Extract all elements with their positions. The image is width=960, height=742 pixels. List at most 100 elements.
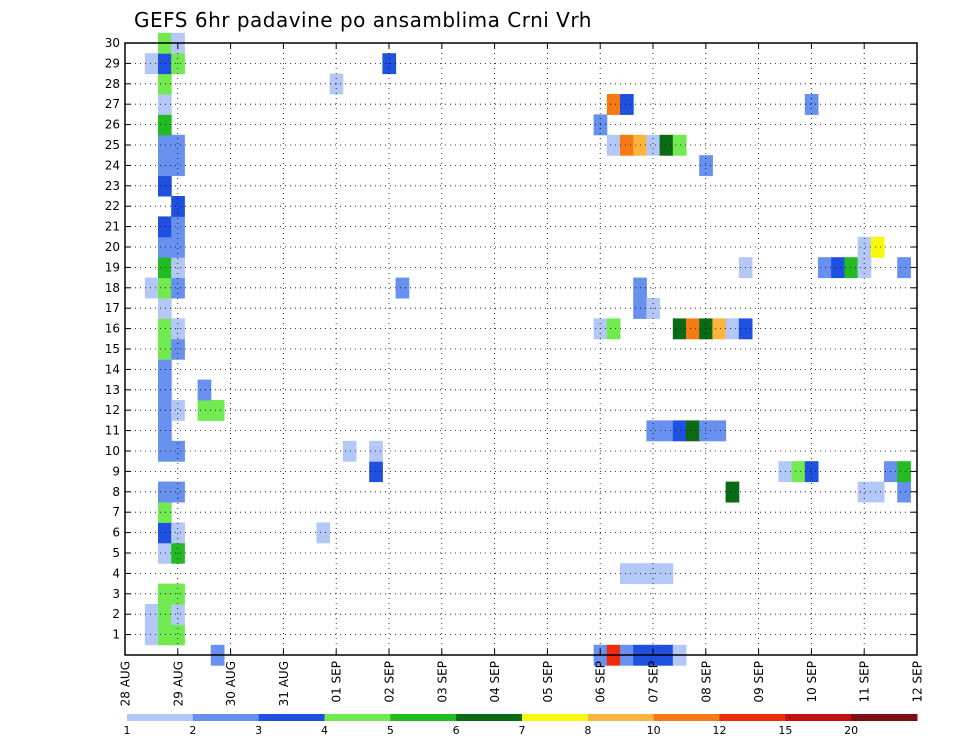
x-tick-label: 01 SEP: [330, 661, 344, 703]
x-tick-label: 02 SEP: [383, 661, 397, 703]
heatmap-cell: [158, 502, 172, 523]
x-tick-label: 08 SEP: [699, 661, 713, 703]
heatmap-cell: [171, 338, 185, 360]
heatmap-cell: [672, 134, 687, 156]
heatmap-cell: [158, 175, 172, 197]
y-tick-label: 3: [112, 587, 120, 601]
y-tick-label: 25: [105, 138, 120, 152]
x-tick-label: 03 SEP: [435, 661, 449, 703]
colorbar-swatch: [522, 714, 589, 721]
heatmap-cell: [659, 134, 674, 156]
heatmap-cell: [369, 440, 383, 462]
x-tick-label: 11 SEP: [858, 661, 872, 703]
heatmap-cell: [158, 73, 172, 95]
y-tick-label: 5: [112, 546, 120, 560]
heatmap-cell: [844, 257, 859, 279]
heatmap-cell: [791, 461, 806, 483]
x-tick-label: 07 SEP: [647, 661, 661, 703]
y-tick-label: 26: [105, 118, 120, 132]
heatmap-cell: [158, 298, 172, 319]
heatmap-cell: [158, 481, 172, 503]
chart-title: GEFS 6hr padavine po ansamblima Crni Vrh: [134, 8, 592, 32]
heatmap-cell: [329, 73, 344, 95]
y-tick-label: 1: [112, 628, 120, 642]
y-tick-label: 17: [105, 301, 120, 315]
colorbar-swatch: [653, 714, 720, 721]
heatmap-cell: [699, 420, 713, 442]
colorbar: 1 2 3 4 5 6 7 8 10 12 15 20: [124, 714, 918, 737]
colorbar-swatch: [851, 714, 918, 721]
heatmap-cell: [171, 481, 185, 503]
y-tick-label: 8: [112, 485, 120, 499]
heatmap-cell: [144, 604, 159, 625]
heatmap-cell: [897, 257, 911, 279]
heatmap-cell: [620, 134, 634, 156]
heatmap-cell: [620, 94, 634, 115]
heatmap-cell: [646, 134, 661, 156]
y-tick-label: 19: [105, 260, 120, 274]
colorbar-label: 5: [387, 724, 394, 737]
heatmap-cell: [158, 400, 172, 421]
heatmap-cell: [725, 481, 740, 503]
heatmap-cell: [158, 542, 172, 564]
heatmap-cell: [659, 420, 674, 442]
heatmap-cell: [672, 318, 687, 340]
colorbar-swatch: [719, 714, 786, 721]
heatmap-cell: [712, 420, 727, 442]
heatmap-cell: [171, 522, 185, 544]
colorbar-swatch: [587, 714, 655, 721]
heatmap-cell: [659, 563, 674, 585]
x-axis: 28 AUG 29 AUG 30 AUG 31 AUG 01 SEP 02 SEP 03 S…: [119, 43, 925, 706]
heatmap-cell: [171, 257, 185, 279]
heatmap-cell: [197, 379, 212, 401]
y-tick-label: 13: [105, 383, 120, 397]
heatmap-cell: [369, 461, 383, 483]
colorbar-label: 6: [453, 724, 460, 737]
heatmap-cell: [897, 461, 911, 483]
heatmap-cell: [831, 257, 845, 279]
heatmap-cell: [606, 94, 621, 115]
heatmap-cell: [804, 94, 819, 115]
colorbar-label: 4: [321, 724, 328, 737]
heatmap-cell: [171, 440, 185, 462]
heatmap-cell: [395, 277, 410, 299]
y-tick-label: 7: [112, 505, 120, 519]
x-tick-label: 30 AUG: [224, 661, 238, 706]
heatmap-cell: [606, 134, 621, 156]
heatmap-cell: [158, 114, 172, 136]
x-tick-label: 05 SEP: [541, 661, 555, 703]
heatmap-cell: [158, 624, 172, 646]
heatmap-cell: [606, 318, 621, 340]
y-tick-label: 12: [105, 403, 120, 417]
y-tick-label: 11: [105, 424, 120, 438]
x-tick-label: 09 SEP: [752, 661, 766, 703]
x-tick-label: 28 AUG: [119, 661, 133, 706]
heatmap-cell: [158, 522, 172, 544]
y-tick-label: 4: [112, 566, 120, 580]
y-tick-label: 28: [105, 77, 120, 91]
y-tick-label: 14: [105, 362, 120, 376]
y-tick-label: 21: [105, 220, 120, 234]
colorbar-label: 15: [778, 724, 792, 737]
colorbar-label: 7: [519, 724, 526, 737]
y-tick-label: 24: [105, 158, 120, 172]
heatmap-cell: [870, 481, 885, 503]
y-axis: 1234567891011121314151617181920212223242…: [105, 36, 917, 642]
heatmap-cell: [197, 400, 212, 421]
heatmap-cell: [171, 236, 185, 258]
grid-lines: [125, 43, 917, 655]
colorbar-label: 1: [124, 724, 131, 737]
heatmap-cell: [686, 420, 700, 442]
colorbar-swatch: [456, 714, 523, 721]
heatmap-cells: [144, 32, 911, 666]
heatmap-cell: [857, 481, 872, 503]
heatmap-cell: [158, 257, 172, 279]
y-tick-label: 9: [112, 464, 120, 478]
y-tick-label: 29: [105, 56, 120, 70]
y-tick-label: 15: [105, 342, 120, 356]
heatmap-cell: [158, 379, 172, 401]
colorbar-label: 2: [189, 724, 196, 737]
heatmap-cell: [686, 318, 700, 340]
heatmap-cell: [171, 134, 185, 156]
